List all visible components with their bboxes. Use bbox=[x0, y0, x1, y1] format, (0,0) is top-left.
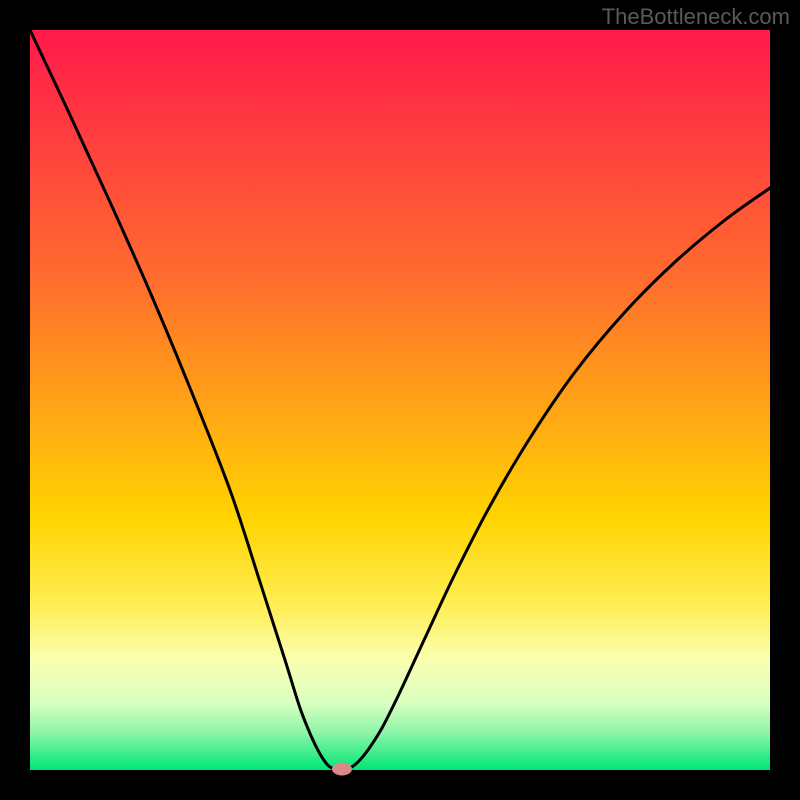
plot-area bbox=[30, 30, 770, 770]
watermark-text: TheBottleneck.com bbox=[602, 4, 790, 30]
optimum-marker bbox=[332, 763, 352, 776]
canvas-root: TheBottleneck.com bbox=[0, 0, 800, 800]
